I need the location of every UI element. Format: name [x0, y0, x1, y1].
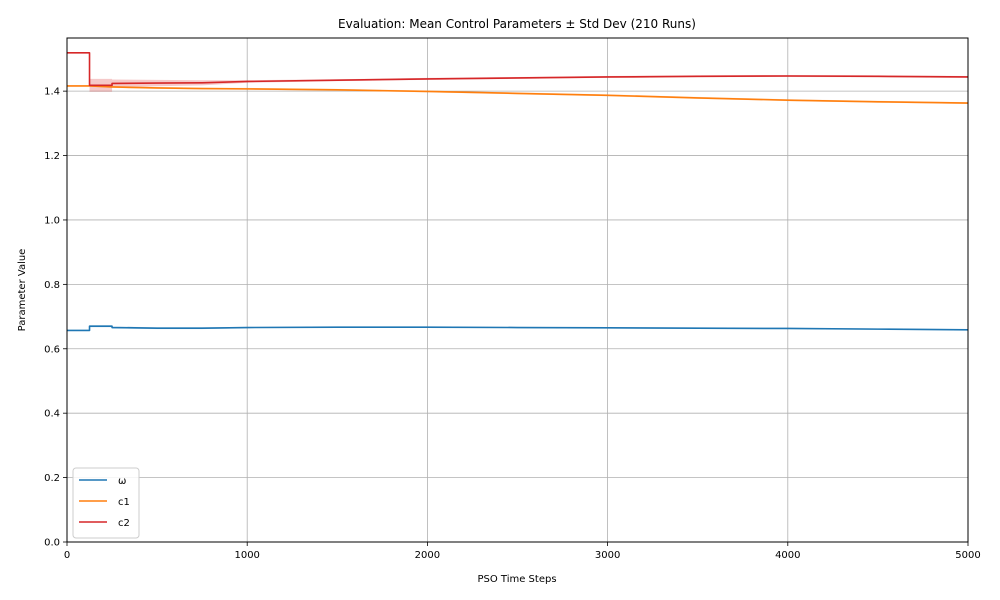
x-axis-label: PSO Time Steps	[477, 574, 556, 585]
y-tick-label: 1.4	[44, 87, 60, 98]
std-band-c2	[67, 52, 968, 92]
y-tick-label: 0.0	[44, 538, 60, 549]
series-line-ω	[67, 325, 969, 332]
y-tick-label: 0.4	[44, 409, 60, 420]
legend-label: c1	[118, 497, 130, 508]
legend-box	[72, 467, 140, 539]
y-tick-label: 0.8	[44, 280, 60, 291]
series-line-c2	[67, 52, 969, 87]
x-axis-ticks: 0 1000 2000 3000 4000 5000	[64, 542, 981, 561]
legend-label: ω	[118, 476, 126, 487]
y-axis-label: Parameter Value	[17, 249, 28, 332]
x-tick-label: 4000	[775, 550, 800, 561]
y-tick-label: 0.6	[44, 344, 60, 355]
series-lines	[67, 52, 969, 332]
y-tick-label: 1.2	[44, 151, 60, 162]
chart-title: Evaluation: Mean Control Parameters ± St…	[338, 17, 696, 31]
legend-label: c2	[118, 518, 130, 529]
plot-frame	[66, 37, 969, 543]
y-axis-ticks: 0.0 0.2 0.4 0.6 0.8 1.0 1.2 1.4	[44, 87, 67, 549]
x-tick-label: 0	[64, 550, 70, 561]
y-tick-label: 0.2	[44, 473, 60, 484]
series-line-c1	[67, 85, 969, 104]
x-tick-label: 5000	[955, 550, 980, 561]
y-tick-label: 1.0	[44, 215, 60, 226]
x-tick-label: 3000	[595, 550, 620, 561]
x-tick-label: 2000	[415, 550, 440, 561]
legend: ω c1 c2	[72, 467, 140, 539]
x-tick-label: 1000	[234, 550, 259, 561]
